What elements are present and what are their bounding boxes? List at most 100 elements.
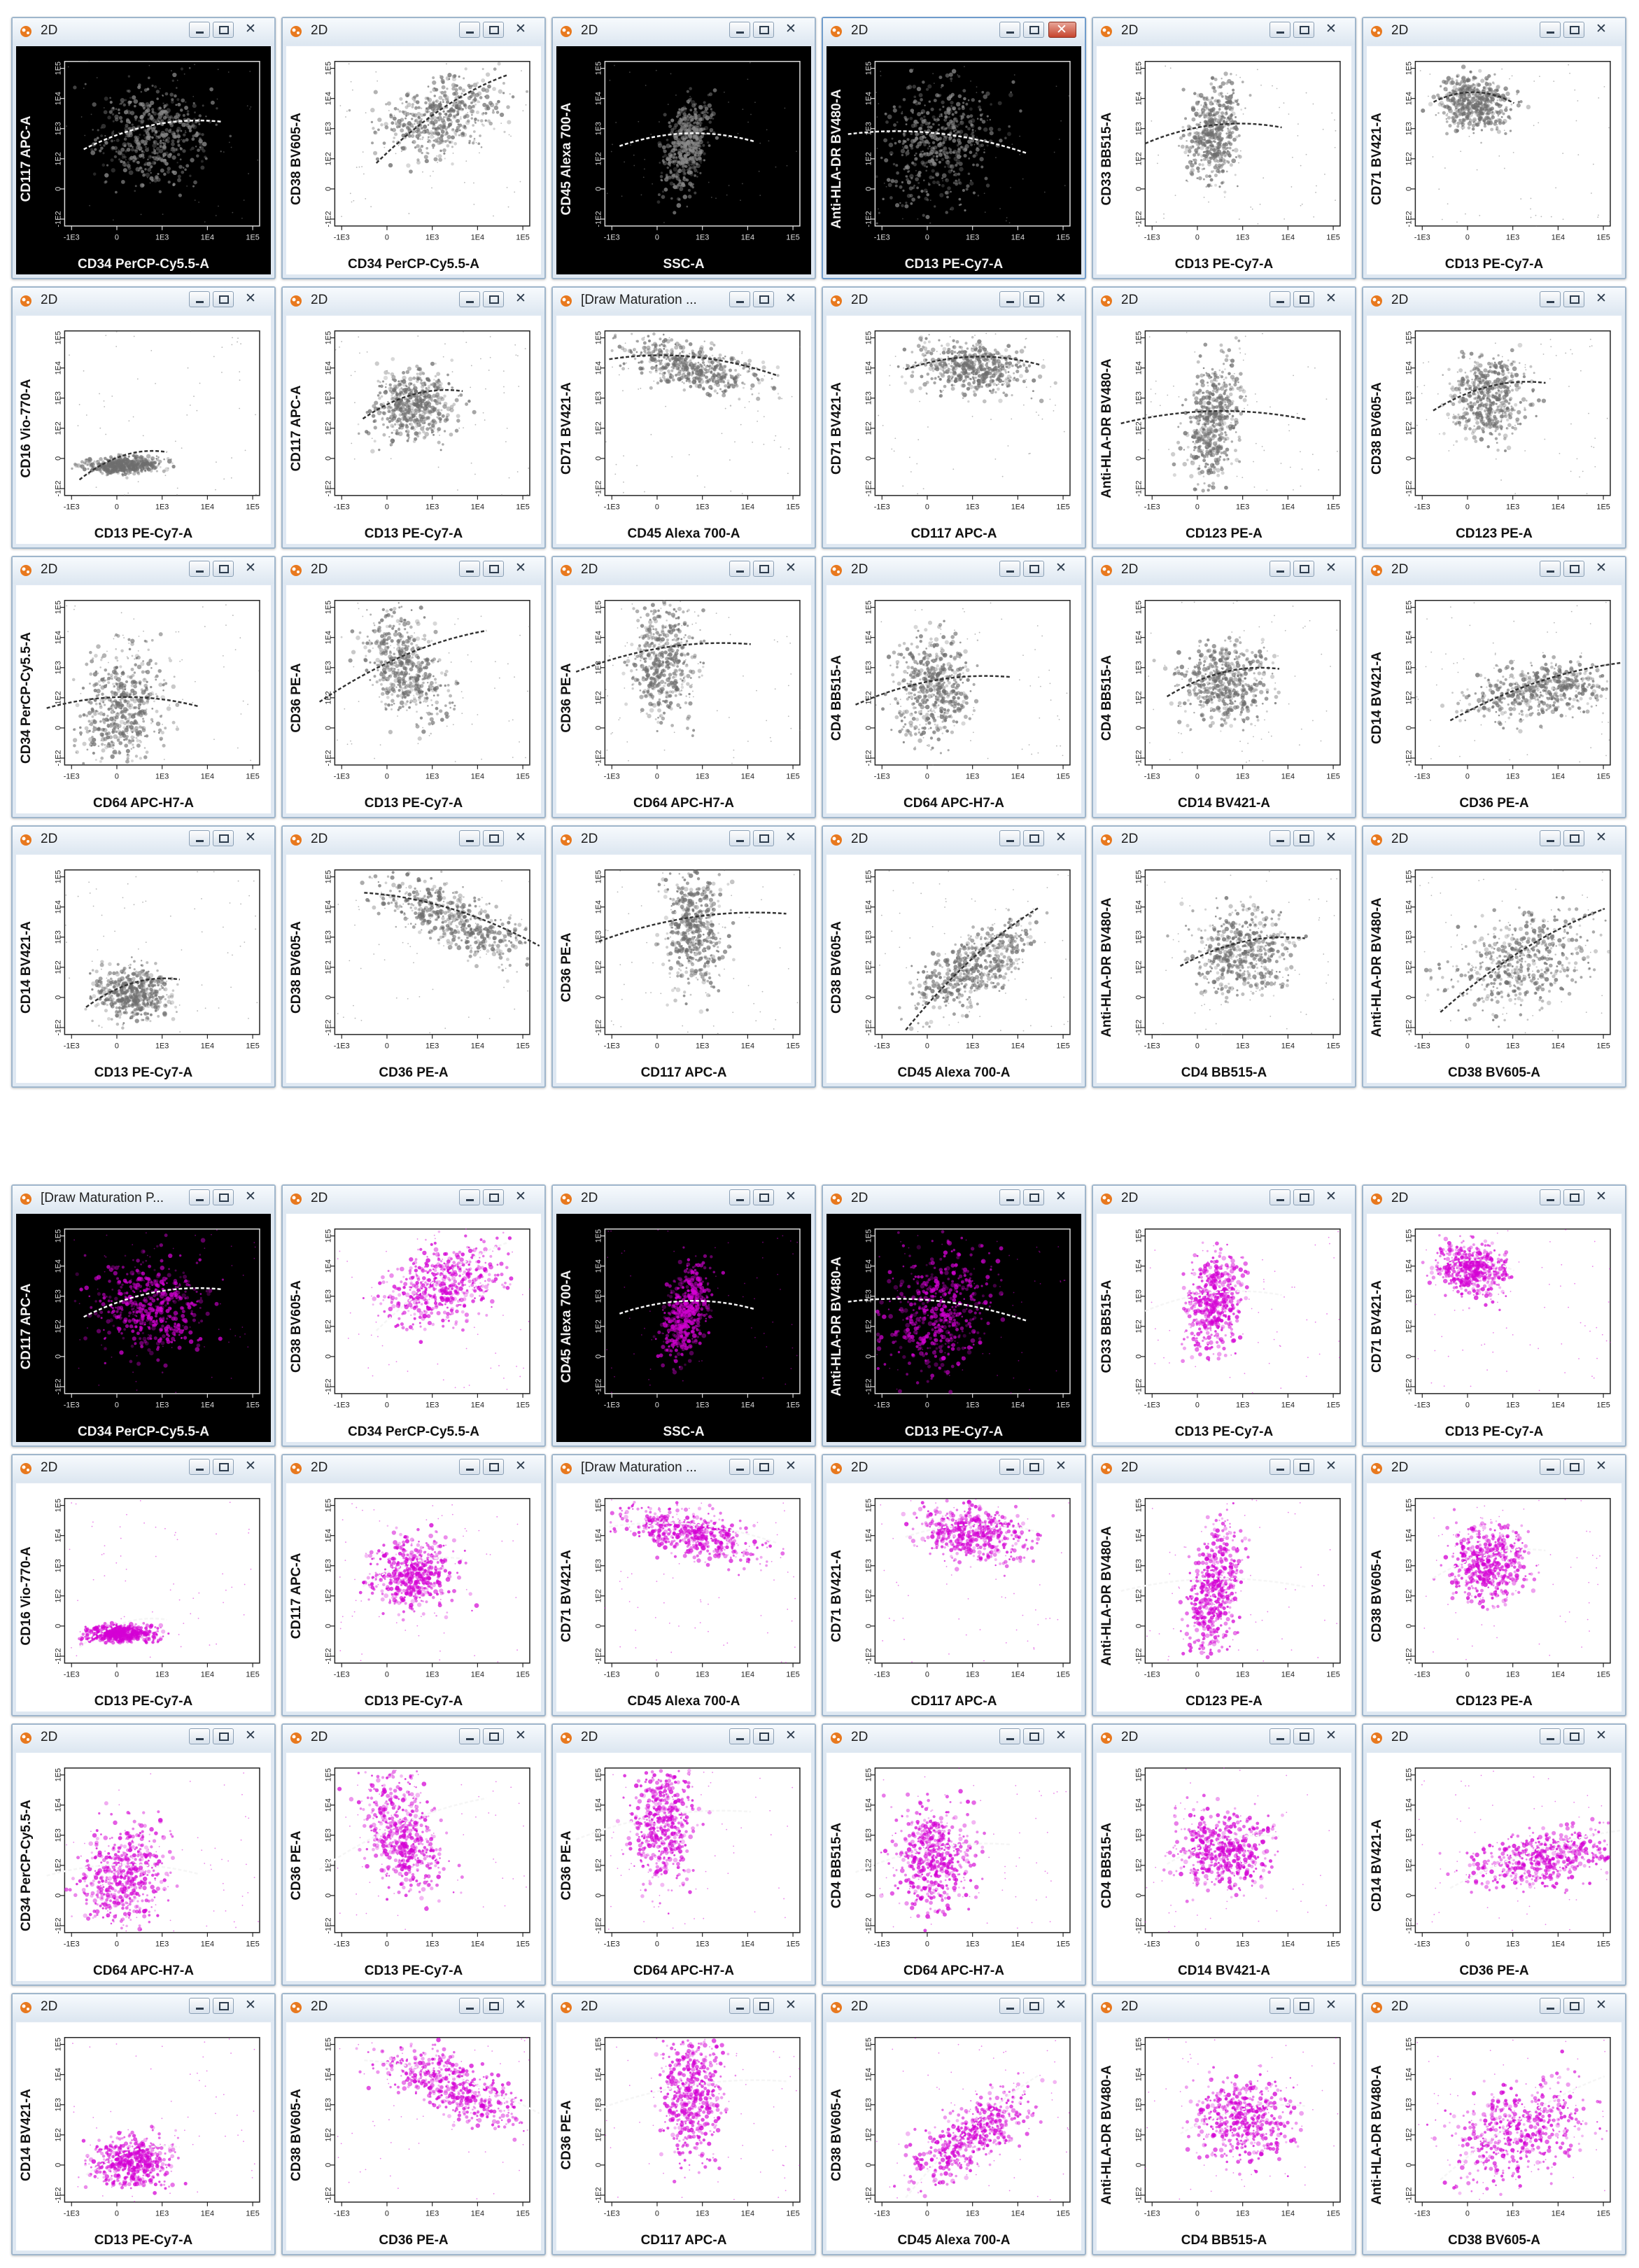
- plot-window[interactable]: 2D -1E3 0 1E3 1E4 1E5 -1E2 0 1E2 1E3 1E4 1E5 CD117 A…: [551, 1993, 816, 2255]
- maximize-button[interactable]: [753, 22, 774, 38]
- minimize-button[interactable]: [1540, 22, 1561, 38]
- close-button[interactable]: [1048, 830, 1076, 846]
- close-button[interactable]: [238, 21, 266, 38]
- maximize-button[interactable]: [213, 830, 234, 846]
- window-titlebar[interactable]: 2D: [823, 1994, 1085, 2021]
- plot-window[interactable]: 2D -1E3 0 1E3 1E4 1E5 -1E2 0 1E2 1E3 1E4 1E5 CD64 AP…: [11, 1723, 276, 1986]
- window-titlebar[interactable]: [Draw Maturation ...: [553, 1455, 815, 1482]
- plot-window[interactable]: 2D -1E3 0 1E3 1E4 1E5 -1E2 0 1E2 1E3 1E4 1E5 CD123 P…: [1092, 1454, 1356, 1716]
- maximize-button[interactable]: [1293, 1189, 1314, 1205]
- maximize-button[interactable]: [1293, 561, 1314, 577]
- close-button[interactable]: [508, 290, 536, 307]
- plot-window[interactable]: 2D -1E3 0 1E3 1E4 1E5 -1E2 0 1E2 1E3 1E4 1E5 CD34 Pe…: [11, 17, 276, 279]
- plot-window[interactable]: 2D -1E3 0 1E3 1E4 1E5 -1E2 0 1E2 1E3 1E4 1E5 CD38 BV…: [1362, 1993, 1626, 2255]
- plot-window[interactable]: 2D -1E3 0 1E3 1E4 1E5 -1E2 0 1E2 1E3 1E4 1E5 CD45 Al…: [822, 825, 1086, 1088]
- plot-window[interactable]: 2D -1E3 0 1E3 1E4 1E5 -1E2 0 1E2 1E3 1E4 1E5 CD13 PE…: [11, 286, 276, 549]
- close-button[interactable]: [238, 1997, 266, 2014]
- minimize-button[interactable]: [1540, 1998, 1561, 2014]
- plot-window[interactable]: 2D -1E3 0 1E3 1E4 1E5 -1E2 0 1E2 1E3 1E4 1E5 CD13 PE…: [281, 556, 546, 818]
- close-button[interactable]: [508, 1997, 536, 2014]
- close-button[interactable]: [778, 1728, 806, 1744]
- window-titlebar[interactable]: 2D: [823, 1725, 1085, 1751]
- maximize-button[interactable]: [213, 1189, 234, 1205]
- window-titlebar[interactable]: 2D: [13, 1994, 274, 2021]
- close-button[interactable]: [1318, 1189, 1346, 1205]
- close-button[interactable]: [1589, 560, 1617, 577]
- close-button[interactable]: [508, 1458, 536, 1475]
- window-titlebar[interactable]: 2D: [283, 1455, 544, 1482]
- plot-window[interactable]: 2D -1E3 0 1E3 1E4 1E5 -1E2 0 1E2 1E3 1E4 1E5 CD64 AP…: [822, 556, 1086, 818]
- close-button[interactable]: [1048, 22, 1076, 38]
- minimize-button[interactable]: [189, 1998, 210, 2014]
- window-titlebar[interactable]: 2D: [553, 1186, 815, 1212]
- plot-window[interactable]: 2D -1E3 0 1E3 1E4 1E5 -1E2 0 1E2 1E3 1E4 1E5 CD13 PE…: [11, 1993, 276, 2255]
- close-button[interactable]: [1048, 1997, 1076, 2014]
- maximize-button[interactable]: [483, 1998, 504, 2014]
- window-titlebar[interactable]: 2D: [1363, 1725, 1625, 1751]
- plot-window[interactable]: 2D -1E3 0 1E3 1E4 1E5 -1E2 0 1E2 1E3 1E4 1E5 CD4 BB5…: [1092, 1993, 1356, 2255]
- maximize-button[interactable]: [1293, 830, 1314, 846]
- window-titlebar[interactable]: 2D: [1093, 1725, 1355, 1751]
- plot-window[interactable]: 2D -1E3 0 1E3 1E4 1E5 -1E2 0 1E2 1E3 1E4 1E5 SSC-A CD…: [551, 17, 816, 279]
- minimize-button[interactable]: [189, 1189, 210, 1205]
- maximize-button[interactable]: [1293, 1728, 1314, 1744]
- window-titlebar[interactable]: 2D: [1093, 288, 1355, 314]
- plot-window[interactable]: 2D -1E3 0 1E3 1E4 1E5 -1E2 0 1E2 1E3 1E4 1E5 CD64 AP…: [11, 556, 276, 818]
- close-button[interactable]: [508, 830, 536, 846]
- maximize-button[interactable]: [213, 1998, 234, 2014]
- plot-window[interactable]: 2D -1E3 0 1E3 1E4 1E5 -1E2 0 1E2 1E3 1E4 1E5 CD34 Pe…: [281, 17, 546, 279]
- window-titlebar[interactable]: 2D: [283, 288, 544, 314]
- maximize-button[interactable]: [213, 291, 234, 307]
- close-button[interactable]: [238, 830, 266, 846]
- maximize-button[interactable]: [1023, 1459, 1044, 1475]
- window-titlebar[interactable]: 2D: [283, 827, 544, 853]
- maximize-button[interactable]: [1023, 22, 1044, 38]
- minimize-button[interactable]: [729, 291, 750, 307]
- window-titlebar[interactable]: 2D: [283, 1725, 544, 1751]
- plot-window[interactable]: 2D -1E3 0 1E3 1E4 1E5 -1E2 0 1E2 1E3 1E4 1E5 CD117 A…: [822, 1454, 1086, 1716]
- maximize-button[interactable]: [1023, 291, 1044, 307]
- minimize-button[interactable]: [999, 1459, 1020, 1475]
- minimize-button[interactable]: [189, 830, 210, 846]
- minimize-button[interactable]: [1269, 1189, 1290, 1205]
- plot-window[interactable]: 2D -1E3 0 1E3 1E4 1E5 -1E2 0 1E2 1E3 1E4 1E5 CD36 PE…: [281, 825, 546, 1088]
- maximize-button[interactable]: [483, 1189, 504, 1205]
- close-button[interactable]: [1318, 1997, 1346, 2014]
- close-button[interactable]: [1048, 290, 1076, 307]
- minimize-button[interactable]: [999, 291, 1020, 307]
- close-button[interactable]: [1318, 560, 1346, 577]
- minimize-button[interactable]: [1540, 561, 1561, 577]
- window-titlebar[interactable]: [Draw Maturation ...: [553, 288, 815, 314]
- maximize-button[interactable]: [1563, 1998, 1584, 2014]
- plot-window[interactable]: 2D -1E3 0 1E3 1E4 1E5 -1E2 0 1E2 1E3 1E4 1E5 CD38 BV…: [1362, 825, 1626, 1088]
- close-button[interactable]: [238, 1189, 266, 1205]
- close-button[interactable]: [1318, 21, 1346, 38]
- plot-window[interactable]: 2D -1E3 0 1E3 1E4 1E5 -1E2 0 1E2 1E3 1E4 1E5 CD64 AP…: [551, 1723, 816, 1986]
- window-titlebar[interactable]: 2D: [553, 18, 815, 45]
- plot-window[interactable]: 2D -1E3 0 1E3 1E4 1E5 -1E2 0 1E2 1E3 1E4 1E5 CD13 PE…: [822, 1184, 1086, 1447]
- close-button[interactable]: [1589, 1189, 1617, 1205]
- maximize-button[interactable]: [1023, 830, 1044, 846]
- maximize-button[interactable]: [1293, 22, 1314, 38]
- maximize-button[interactable]: [213, 22, 234, 38]
- close-button[interactable]: [1589, 1728, 1617, 1744]
- window-titlebar[interactable]: 2D: [13, 18, 274, 45]
- maximize-button[interactable]: [1563, 291, 1584, 307]
- window-titlebar[interactable]: 2D: [823, 1455, 1085, 1482]
- close-button[interactable]: [1589, 1458, 1617, 1475]
- window-titlebar[interactable]: 2D: [1093, 1186, 1355, 1212]
- maximize-button[interactable]: [1563, 1459, 1584, 1475]
- minimize-button[interactable]: [459, 22, 480, 38]
- minimize-button[interactable]: [999, 1998, 1020, 2014]
- plot-window[interactable]: [Draw Maturation P... -1E3 0 1E3 1E4 1E5 -1E2 0…: [11, 1184, 276, 1447]
- minimize-button[interactable]: [1269, 830, 1290, 846]
- maximize-button[interactable]: [1023, 1728, 1044, 1744]
- minimize-button[interactable]: [1269, 1459, 1290, 1475]
- minimize-button[interactable]: [459, 1728, 480, 1744]
- plot-window[interactable]: 2D -1E3 0 1E3 1E4 1E5 -1E2 0 1E2 1E3 1E4 1E5 CD14 BV…: [1092, 556, 1356, 818]
- close-button[interactable]: [778, 1997, 806, 2014]
- minimize-button[interactable]: [729, 1189, 750, 1205]
- window-titlebar[interactable]: 2D: [283, 18, 544, 45]
- window-titlebar[interactable]: 2D: [823, 288, 1085, 314]
- window-titlebar[interactable]: 2D: [553, 827, 815, 853]
